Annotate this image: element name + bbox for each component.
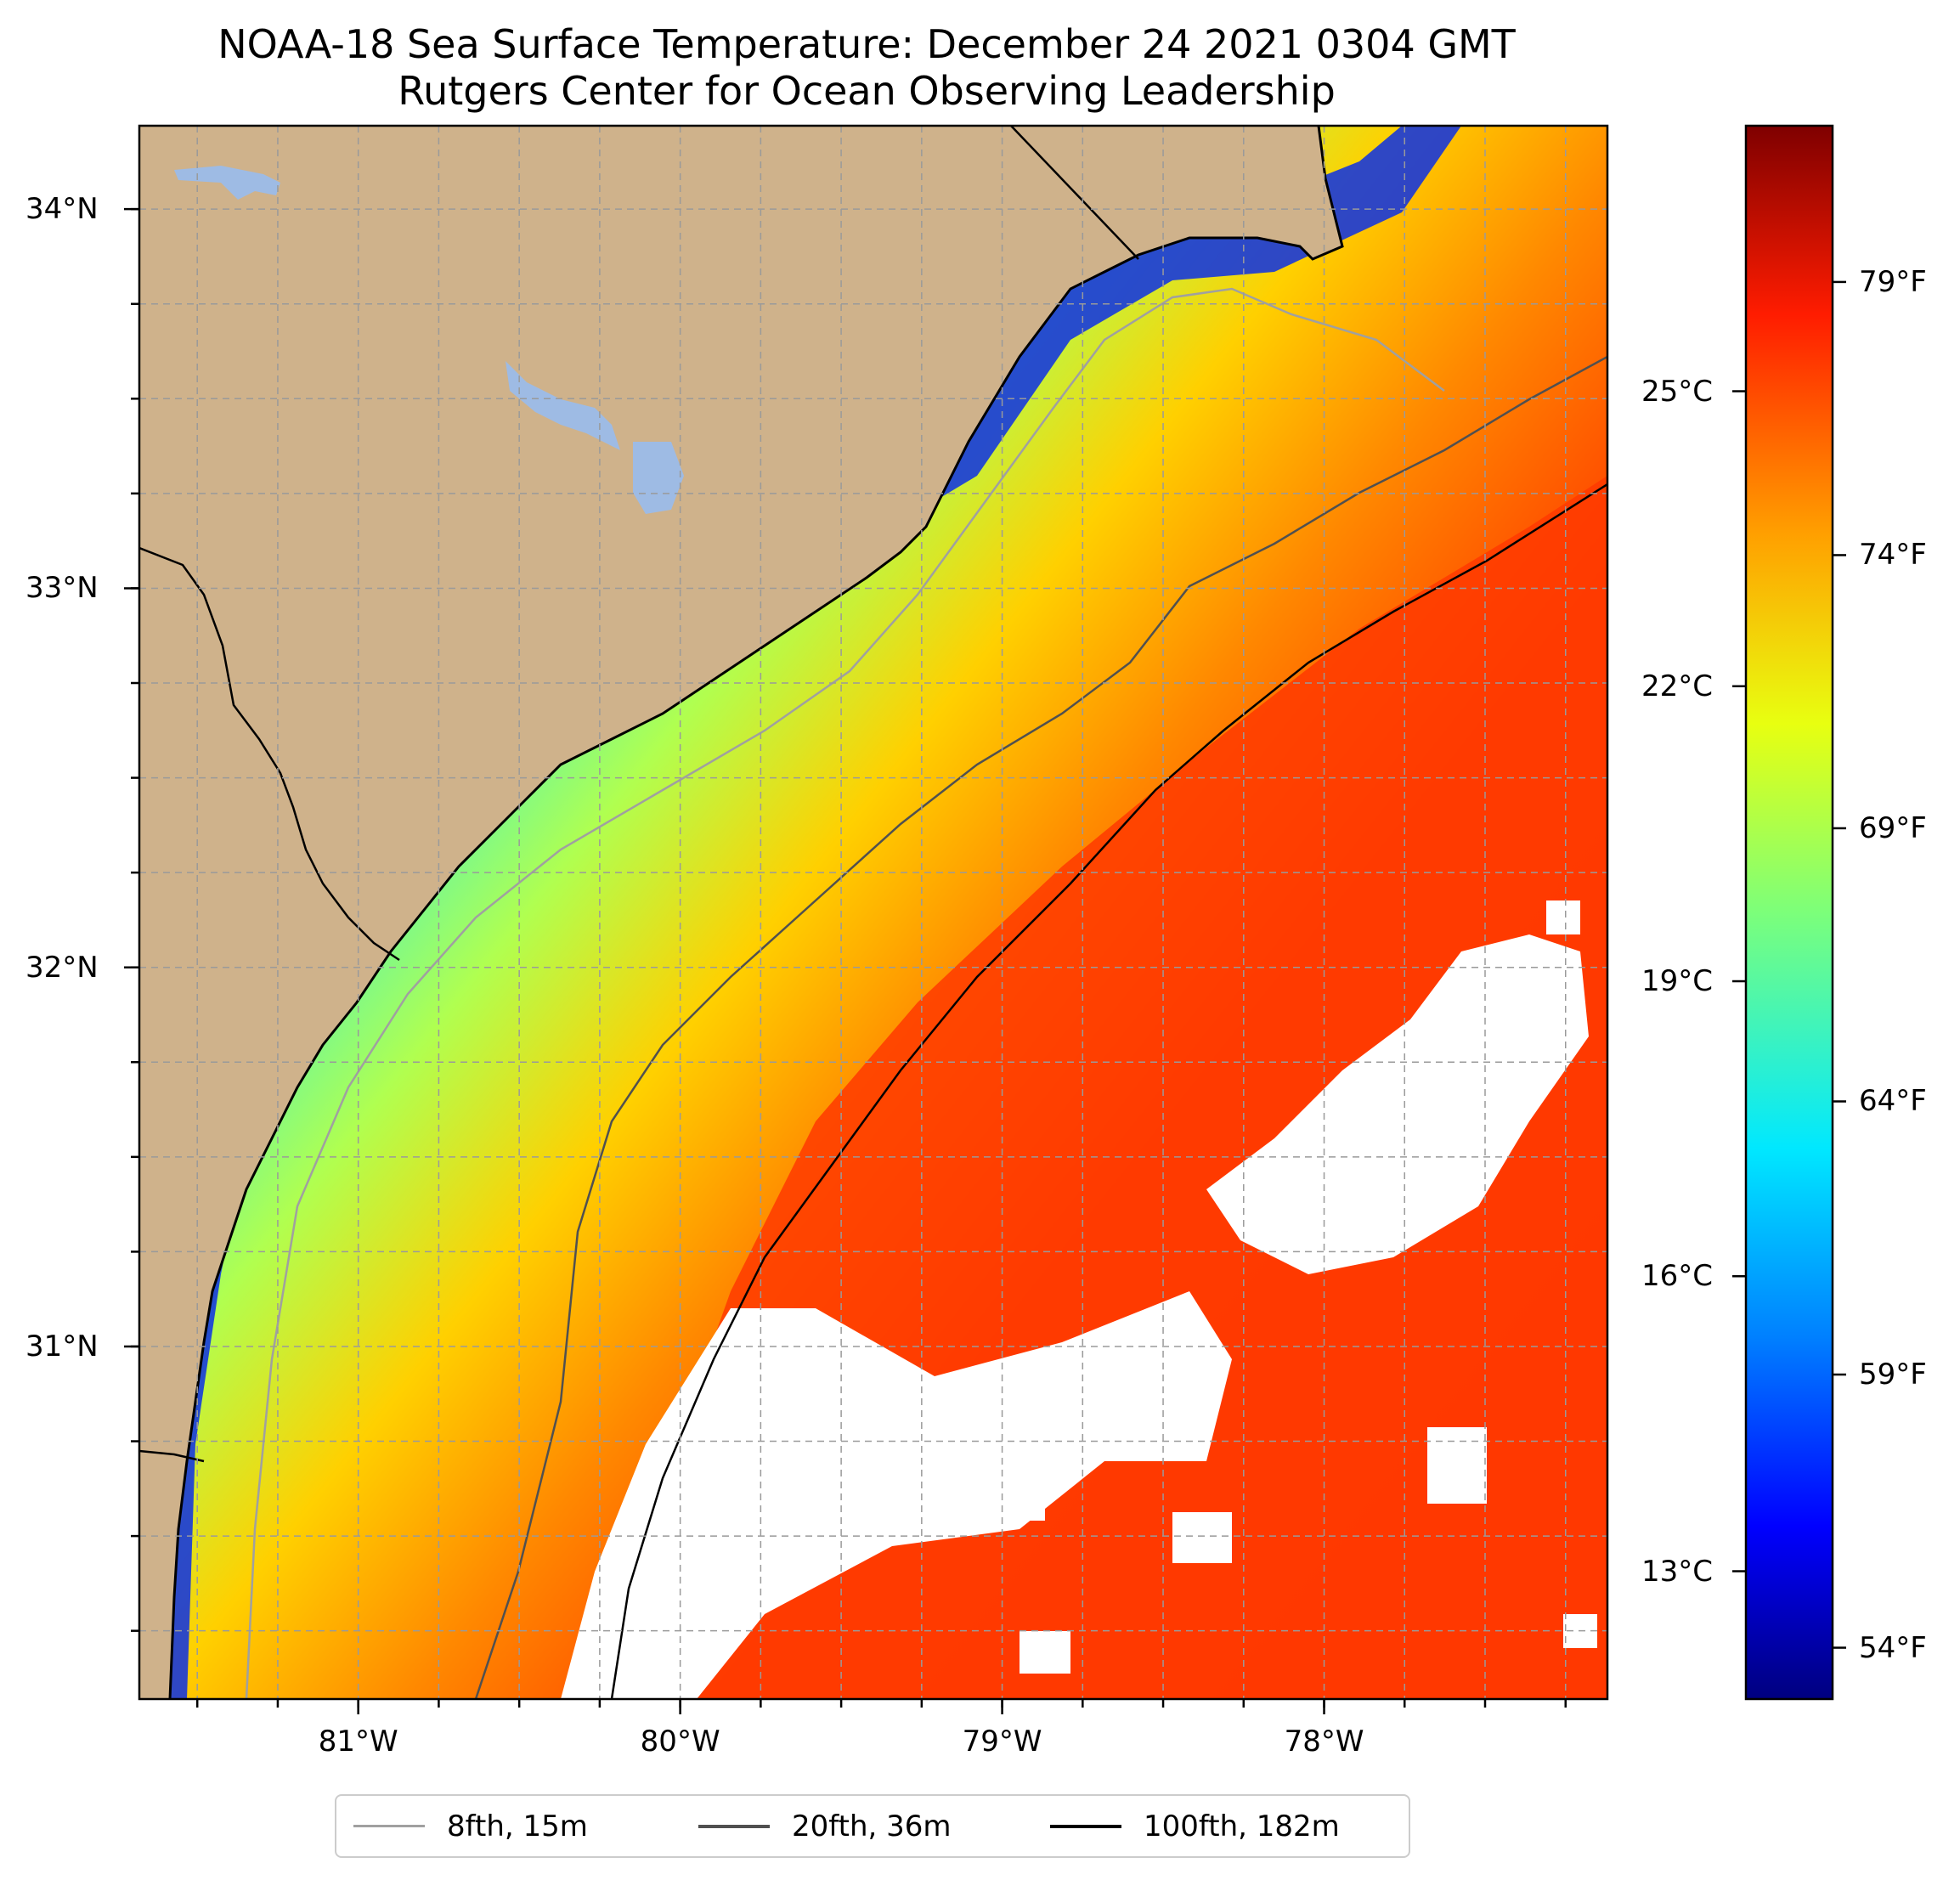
map-frame [138,124,1609,1701]
lon-tick-label: 81°W [318,1725,398,1759]
lon-tick-label: 78°W [1284,1725,1364,1759]
colorbar-label-celsius: 16°C [1641,1259,1714,1294]
colorbar-label-fahrenheit: 59°F [1859,1358,1927,1392]
legend-label: 8fth, 15m [447,1809,588,1843]
legend-label: 20fth, 36m [792,1809,952,1843]
isobath-legend: 8fth, 15m 20fth, 36m 100fth, 182m [335,1794,1410,1858]
colorbar-label-fahrenheit: 74°F [1859,538,1927,573]
colorbar-label-fahrenheit: 69°F [1859,810,1927,845]
lat-tick-label: 31°N [25,1329,99,1363]
gridlines [139,126,1607,1699]
lat-tick-label: 33°N [25,571,99,606]
land-mass [139,126,1342,1699]
legend-line-swatch [698,1824,770,1828]
map-tick-marks [124,207,1567,1714]
no-data-patches [561,900,1597,1699]
colorbar-label-celsius: 25°C [1641,374,1714,409]
isobath-20fth [474,355,1607,1699]
lat-tick-label: 32°N [25,950,99,985]
figure-title: NOAA-18 Sea Surface Temperature: Decembe… [217,21,1516,67]
lon-tick-label: 80°W [640,1725,720,1759]
legend-line-swatch [1050,1824,1121,1828]
colorbar-label-celsius: 13°C [1641,1554,1714,1589]
legend-label: 100fth, 182m [1144,1809,1340,1843]
lakes [174,166,684,514]
state-borders [139,126,1139,1463]
isobath-8fth [245,287,1445,1699]
colorbar-label-fahrenheit: 54°F [1859,1630,1927,1665]
colorbar-label-celsius: 22°C [1641,669,1714,703]
figure-subtitle: Rutgers Center for Ocean Observing Leade… [398,68,1336,114]
legend-line-swatch [353,1825,425,1827]
lon-tick-label: 79°W [962,1725,1042,1759]
colorbar-label-fahrenheit: 64°F [1859,1084,1927,1119]
legend-entry: 100fth, 182m [1050,1796,1340,1856]
coastline [168,126,1344,1699]
colorbar-label-celsius: 19°C [1641,964,1714,999]
colorbar [1744,124,1834,1701]
lat-tick-label: 34°N [25,192,99,227]
colorbar-label-fahrenheit: 79°F [1859,264,1927,299]
legend-entry: 20fth, 36m [698,1796,952,1856]
colorbar-tick-marks [1732,280,1846,1649]
legend-entry: 8fth, 15m [353,1796,588,1856]
